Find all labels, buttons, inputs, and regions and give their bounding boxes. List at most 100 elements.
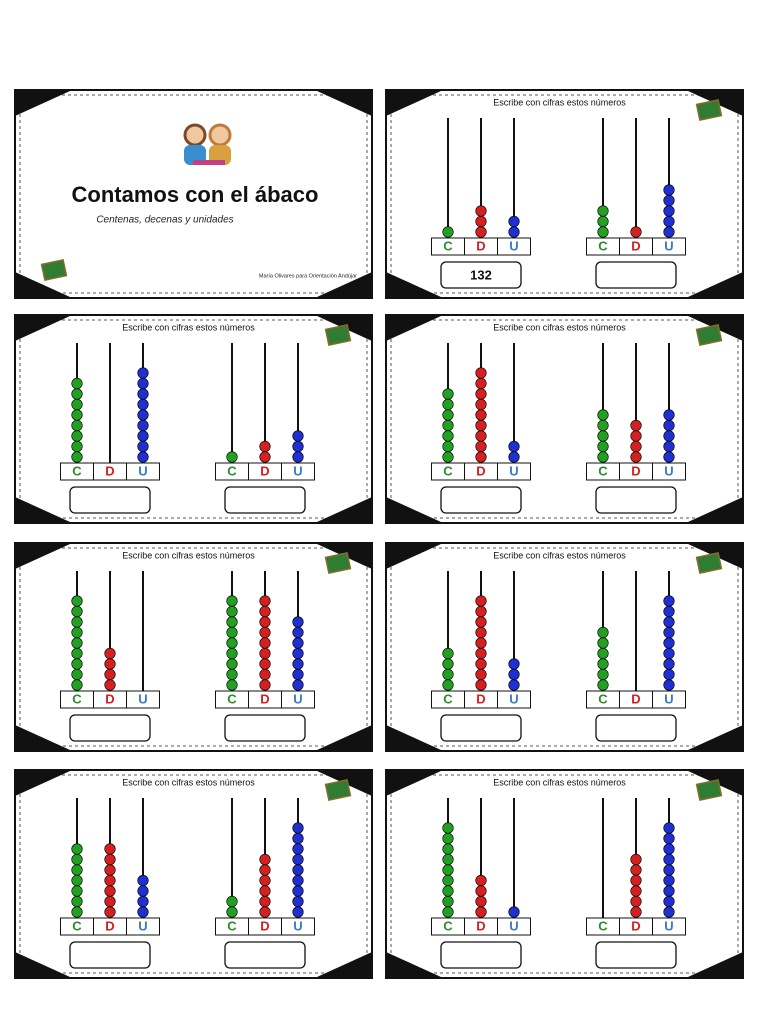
bead xyxy=(442,658,454,670)
answer-box xyxy=(69,714,151,742)
bead xyxy=(475,658,487,670)
answer-box xyxy=(440,941,522,969)
bead xyxy=(292,451,304,463)
bead xyxy=(71,440,83,453)
corner xyxy=(15,497,73,523)
bead xyxy=(259,668,271,681)
label-box xyxy=(126,462,160,481)
bead xyxy=(259,647,271,660)
column-label: C xyxy=(443,238,453,253)
card-dashes xyxy=(19,319,368,519)
bead xyxy=(259,440,271,453)
bead xyxy=(292,832,304,845)
bead xyxy=(508,226,520,238)
corner xyxy=(15,725,73,751)
bead xyxy=(259,853,271,866)
bead xyxy=(137,388,149,400)
corner xyxy=(15,543,73,569)
logo xyxy=(324,778,352,802)
column-label: U xyxy=(293,918,302,933)
answer-box xyxy=(595,941,677,969)
bead xyxy=(292,906,304,918)
bead xyxy=(137,895,149,908)
answer-box xyxy=(595,261,677,289)
bead xyxy=(442,226,454,238)
bead xyxy=(71,430,83,442)
bead xyxy=(630,895,642,908)
bead xyxy=(597,451,609,463)
bead xyxy=(292,668,304,681)
bead xyxy=(137,377,149,390)
bead xyxy=(292,430,304,442)
column-label: D xyxy=(476,463,485,478)
bead xyxy=(71,895,83,908)
bead xyxy=(71,626,83,639)
bead xyxy=(597,440,609,453)
bead xyxy=(630,906,642,918)
card-heading: Escribe con cifras estos números xyxy=(493,550,626,560)
bead xyxy=(663,874,675,887)
bead xyxy=(226,637,238,649)
bead xyxy=(630,419,642,432)
bead xyxy=(508,906,520,918)
corner xyxy=(386,90,444,116)
card-border xyxy=(385,542,744,752)
label-box xyxy=(281,917,315,936)
card-heading: Escribe con cifras estos números xyxy=(122,550,255,560)
bead xyxy=(137,451,149,463)
bead xyxy=(597,419,609,432)
bead xyxy=(508,440,520,453)
corner xyxy=(314,725,372,751)
bead xyxy=(663,637,675,649)
bead xyxy=(475,367,487,379)
bead xyxy=(259,679,271,691)
logo xyxy=(324,323,352,347)
bead xyxy=(475,647,487,660)
bead xyxy=(442,895,454,908)
card-dashes xyxy=(390,94,739,294)
column-label: C xyxy=(443,691,453,706)
bead xyxy=(630,440,642,453)
bead xyxy=(663,832,675,845)
bead xyxy=(71,864,83,876)
column-label: D xyxy=(631,918,640,933)
card-dashes xyxy=(390,774,739,974)
bead xyxy=(663,658,675,670)
bead xyxy=(226,658,238,670)
bead xyxy=(137,398,149,411)
bead xyxy=(104,864,116,876)
corner xyxy=(15,770,73,796)
card-dashes xyxy=(19,774,368,974)
child-head xyxy=(183,123,207,147)
bead xyxy=(597,626,609,639)
bead xyxy=(226,895,238,908)
answer-box xyxy=(224,714,306,742)
bead xyxy=(442,419,454,432)
corner xyxy=(685,497,743,523)
bead xyxy=(630,226,642,238)
bead xyxy=(71,409,83,421)
card-border xyxy=(14,769,373,979)
bead xyxy=(475,440,487,453)
column-label: C xyxy=(72,691,82,706)
bead xyxy=(475,419,487,432)
card-border xyxy=(385,314,744,524)
bead xyxy=(663,853,675,866)
logo xyxy=(40,258,68,282)
label-box xyxy=(497,462,531,481)
bead xyxy=(292,679,304,691)
bead xyxy=(71,843,83,855)
column-label: C xyxy=(598,691,608,706)
card-heading: Escribe con cifras estos números xyxy=(122,322,255,332)
child-head xyxy=(208,123,232,147)
bead xyxy=(71,885,83,897)
bead xyxy=(71,605,83,618)
bead xyxy=(226,679,238,691)
column-label: C xyxy=(598,238,608,253)
column-label: U xyxy=(664,691,673,706)
bead xyxy=(104,647,116,660)
card-heading: Escribe con cifras estos números xyxy=(122,777,255,787)
bead xyxy=(137,409,149,421)
label-box xyxy=(497,237,531,256)
